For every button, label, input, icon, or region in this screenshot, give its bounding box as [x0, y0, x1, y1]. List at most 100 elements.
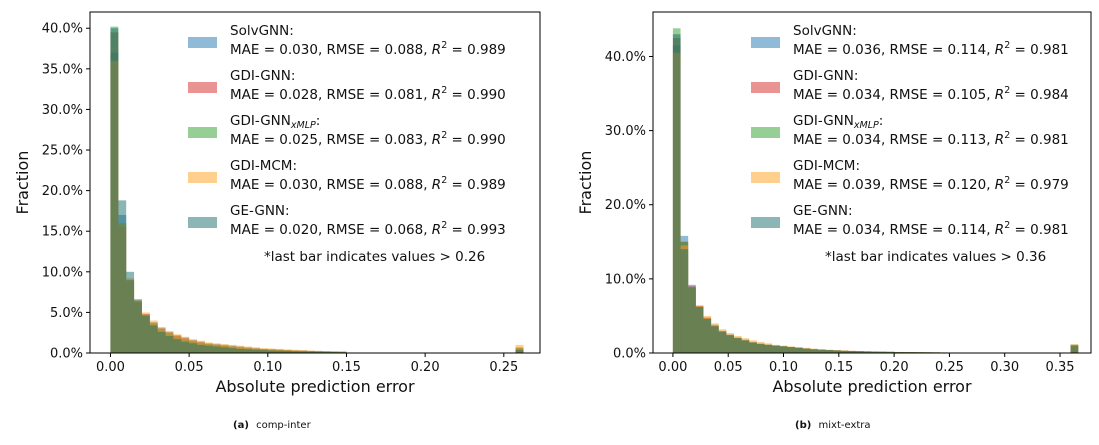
- bar: [189, 343, 197, 353]
- bar: [795, 348, 803, 353]
- legend-swatch: [188, 127, 217, 138]
- legend-metrics: MAE = 0.020, RMSE = 0.068, R2 = 0.993: [230, 220, 506, 238]
- x-tick-label: 0.00: [658, 360, 687, 375]
- legend-model-name: GDI-GNN:: [230, 68, 295, 84]
- bar: [803, 349, 811, 353]
- x-tick-label: 0.35: [1046, 360, 1075, 375]
- x-tick-label: 0.05: [714, 360, 743, 375]
- bar: [158, 332, 166, 353]
- y-axis-label: Fraction: [576, 151, 595, 215]
- bar: [787, 347, 795, 353]
- legend-swatch: [751, 172, 780, 183]
- x-tick-label: 0.15: [824, 360, 853, 375]
- caption-a: (a) comp-inter: [233, 420, 312, 431]
- legend-entry: GE-GNN:MAE = 0.034, RMSE = 0.114, R2 = 0…: [751, 203, 1069, 238]
- legend-entry: SolvGNN:MAE = 0.030, RMSE = 0.088, R2 = …: [188, 23, 506, 58]
- bar: [818, 350, 826, 353]
- x-tick-label: 0.05: [175, 360, 204, 375]
- x-axis-label: Absolute prediction error: [215, 377, 415, 396]
- legend-swatch: [188, 82, 217, 93]
- bar: [166, 336, 174, 353]
- bar: [221, 347, 229, 353]
- y-tick-label: 15.0%: [42, 225, 83, 240]
- legend-entry: GDI-MCM:MAE = 0.030, RMSE = 0.088, R2 = …: [188, 158, 506, 193]
- bar: [197, 345, 205, 353]
- bar: [711, 326, 719, 353]
- legend-entry: GDI-GNN:MAE = 0.034, RMSE = 0.105, R2 = …: [751, 68, 1069, 103]
- x-axis-label: Absolute prediction error: [772, 377, 972, 396]
- bar: [181, 342, 189, 353]
- legend-model-name: GDI-GNNxMLP:: [230, 113, 320, 131]
- legend-model-name: GDI-MCM:: [793, 158, 860, 174]
- legend: SolvGNN:MAE = 0.030, RMSE = 0.088, R2 = …: [188, 23, 506, 238]
- legend-swatch: [751, 217, 780, 228]
- x-tick-label: 0.20: [411, 360, 440, 375]
- legend-metrics: MAE = 0.034, RMSE = 0.113, R2 = 0.981: [793, 130, 1069, 148]
- legend-model-name: GE-GNN:: [793, 203, 853, 219]
- legend-swatch: [188, 217, 217, 228]
- x-tick-label: 0.25: [489, 360, 518, 375]
- y-tick-label: 10.0%: [605, 272, 646, 287]
- bar: [719, 332, 727, 353]
- legend-swatch: [188, 172, 217, 183]
- bar: [173, 339, 181, 353]
- bar: [772, 346, 780, 353]
- legend-entry: SolvGNN:MAE = 0.036, RMSE = 0.114, R2 = …: [751, 23, 1069, 58]
- y-tick-label: 20.0%: [605, 198, 646, 213]
- bar: [236, 349, 244, 353]
- y-tick-label: 40.0%: [42, 22, 83, 37]
- legend-model-name: GDI-GNNxMLP:: [793, 113, 883, 131]
- series-4: [673, 34, 1078, 353]
- x-tick-label: 0.10: [769, 360, 798, 375]
- bar: [810, 349, 818, 353]
- bar: [150, 325, 158, 353]
- legend-model-name: SolvGNN:: [793, 23, 857, 39]
- bar: [213, 347, 221, 353]
- series-1: [673, 38, 1078, 353]
- bar: [142, 316, 150, 353]
- x-tick-label: 0.10: [253, 360, 282, 375]
- bar: [734, 338, 742, 353]
- legend-entry: GE-GNN:MAE = 0.020, RMSE = 0.068, R2 = 0…: [188, 203, 506, 238]
- legend-swatch: [751, 37, 780, 48]
- legend-metrics: MAE = 0.025, RMSE = 0.083, R2 = 0.990: [230, 130, 506, 148]
- legend-metrics: MAE = 0.034, RMSE = 0.105, R2 = 0.984: [793, 85, 1069, 103]
- legend: SolvGNN:MAE = 0.036, RMSE = 0.114, R2 = …: [751, 23, 1069, 238]
- y-tick-label: 10.0%: [42, 265, 83, 280]
- legend-metrics: MAE = 0.030, RMSE = 0.088, R2 = 0.989: [230, 40, 506, 58]
- bar: [205, 346, 213, 353]
- x-tick-label: 0.25: [935, 360, 964, 375]
- bar: [742, 340, 750, 353]
- annotation-last-bar: *last bar indicates values > 0.26: [264, 249, 485, 265]
- series-3: [110, 61, 523, 353]
- legend-metrics: MAE = 0.034, RMSE = 0.114, R2 = 0.981: [793, 220, 1069, 238]
- bar: [757, 344, 765, 353]
- bar: [726, 335, 734, 353]
- annotation-last-bar: *last bar indicates values > 0.36: [825, 249, 1046, 265]
- x-tick-label: 0.00: [96, 360, 125, 375]
- bar: [681, 249, 689, 353]
- bar: [703, 319, 711, 353]
- y-tick-label: 25.0%: [42, 144, 83, 159]
- legend-swatch: [751, 82, 780, 93]
- y-tick-label: 0.0%: [50, 347, 83, 362]
- bar: [696, 307, 704, 353]
- legend-swatch: [188, 37, 217, 48]
- legend-model-name: GDI-MCM:: [230, 158, 297, 174]
- legend-metrics: MAE = 0.039, RMSE = 0.120, R2 = 0.979: [793, 175, 1069, 193]
- caption-b: (b) mixt-extra: [795, 420, 871, 431]
- bar-overflow: [1071, 346, 1079, 353]
- legend-model-name: SolvGNN:: [230, 23, 294, 39]
- y-tick-label: 20.0%: [42, 184, 83, 199]
- bar: [764, 345, 772, 353]
- bar: [244, 349, 252, 353]
- y-tick-label: 40.0%: [605, 50, 646, 65]
- x-tick-label: 0.30: [990, 360, 1019, 375]
- x-tick-label: 0.20: [880, 360, 909, 375]
- bar: [126, 272, 134, 353]
- y-tick-label: 5.0%: [50, 306, 83, 321]
- bar: [688, 288, 696, 353]
